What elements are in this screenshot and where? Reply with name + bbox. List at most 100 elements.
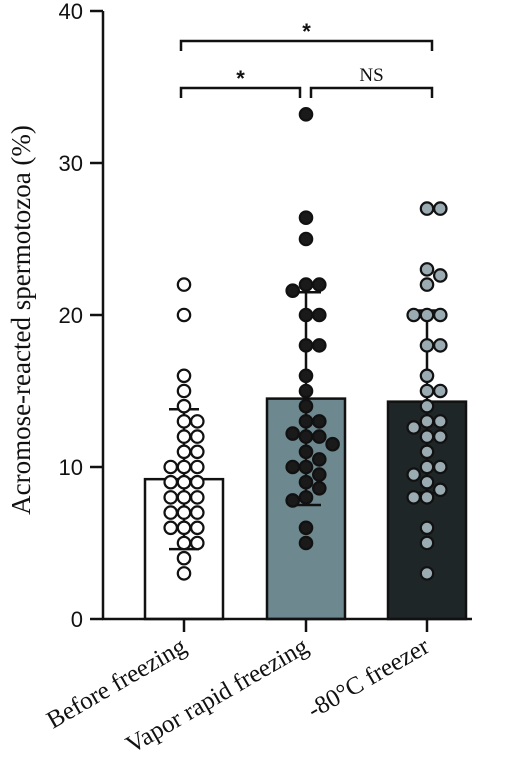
data-point [298,107,314,122]
data-point [406,307,421,323]
data-point [176,429,192,444]
data-point [176,566,192,581]
data-point [176,459,192,475]
data-point [298,414,314,429]
data-point [419,459,435,475]
data-point [176,277,192,292]
data-point [190,444,205,460]
significance-label: * [236,66,245,91]
data-point [176,505,192,520]
significance-label: NS [359,65,383,86]
data-point [298,398,314,414]
data-point [190,429,205,444]
data-point [311,452,327,467]
data-point [190,490,205,505]
data-point [163,459,178,475]
data-point [190,414,205,429]
significance-bracket [179,39,434,51]
data-point [311,414,327,429]
data-point [419,383,435,399]
data-point [419,277,435,292]
data-point [176,474,192,490]
data-point [176,520,192,536]
data-point [163,490,178,505]
data-point [176,535,192,551]
data-point [163,474,178,490]
data-point [190,505,205,520]
data-point [176,307,192,323]
data-point [298,444,314,460]
data-point [176,383,192,399]
data-point [311,480,327,496]
significance-layer: * NS * [179,19,434,98]
data-point [298,490,314,505]
significance-label: * [302,19,311,44]
data-point [285,426,300,441]
data-point [419,201,435,216]
data-point [176,368,192,384]
data-point [298,535,314,551]
data-point [298,520,314,536]
data-point [432,201,448,216]
data-point [419,566,435,581]
data-point [432,459,448,475]
data-point [432,307,448,323]
data-point [298,383,314,399]
data-point [176,414,192,429]
y-tick-label: 30 [59,151,83,176]
data-point [298,474,314,490]
x-tick-label: -80°C freezer [303,632,435,724]
data-point [419,414,435,429]
data-point [298,210,314,226]
data-point [285,283,300,298]
data-point [311,467,327,482]
points-layer [163,107,448,581]
significance-bracket [309,86,434,98]
data-point [298,429,314,444]
data-point [176,398,192,414]
data-point [419,444,435,460]
data-point [298,277,314,292]
data-point [285,459,300,475]
data-point [419,520,435,536]
y-tick-label: 20 [59,303,83,328]
data-point [298,368,314,384]
data-point [432,383,448,399]
data-point [190,474,205,490]
data-point [298,338,314,353]
data-point [419,307,435,323]
data-point [311,277,327,292]
data-point [285,493,300,508]
data-point [311,338,327,353]
y-axis-label: Acromose-reacted spermotozoa (%) [6,125,36,515]
significance-bracket [179,86,302,98]
data-point [298,231,314,247]
data-point [298,307,314,323]
data-point [432,429,448,444]
data-point [311,429,327,444]
data-point [419,490,435,505]
data-point [176,550,192,566]
data-point [176,444,192,460]
data-point [432,268,448,283]
data-point [419,338,435,353]
y-tick-label: 0 [71,607,83,632]
y-tick-label: 10 [59,455,83,480]
data-point [163,520,178,536]
data-point [406,420,421,435]
data-point [325,436,340,452]
data-point [432,482,448,498]
data-point [163,505,178,520]
data-point [419,429,435,444]
data-point [432,414,448,429]
data-point [419,474,435,490]
data-point [419,262,435,277]
data-point [176,490,192,505]
data-point [406,490,421,505]
data-point [190,535,205,551]
y-tick-label: 40 [59,0,83,24]
data-point [419,535,435,551]
data-point [406,467,421,482]
